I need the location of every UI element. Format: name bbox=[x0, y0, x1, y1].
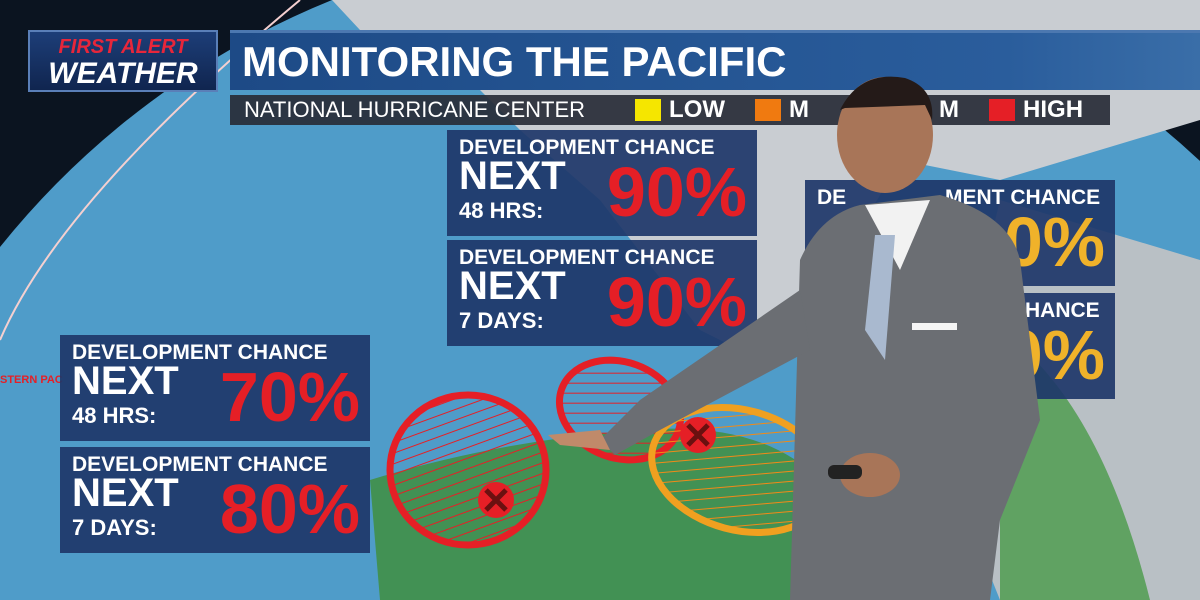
chance-box-east-48h: DEVELOPMENT CHANCE NEXT 48 HRS: 90% bbox=[447, 130, 757, 236]
source-label: NATIONAL HURRICANE CENTER bbox=[244, 97, 586, 122]
chance-box-east-7d: DEVELOPMENT CHANCE NEXT 7 DAYS: 90% bbox=[447, 240, 757, 346]
legend-medium-end: M bbox=[939, 96, 960, 123]
storm-center-x-icon bbox=[478, 482, 514, 518]
chance-box-west-48h: DEVELOPMENT CHANCE NEXT 48 HRS: 70% bbox=[60, 335, 370, 441]
logo-line1: FIRST ALERT bbox=[58, 36, 188, 58]
region-label: STERN PAC bbox=[0, 374, 63, 386]
legend-medium: M bbox=[755, 95, 809, 125]
storm-center-x-icon bbox=[680, 417, 716, 453]
chance-box-west-7d: DEVELOPMENT CHANCE NEXT 7 DAYS: 80% bbox=[60, 447, 370, 553]
legend-low: LOW bbox=[635, 95, 725, 125]
headline-bar: MONITORING THE PACIFIC bbox=[230, 30, 1200, 90]
station-logo: FIRST ALERT WEATHER bbox=[28, 30, 218, 92]
legend-high: HIGH bbox=[989, 95, 1083, 125]
logo-line2: WEATHER bbox=[48, 57, 198, 90]
legend-bar: NATIONAL HURRICANE CENTER LOW M M HIGH bbox=[230, 95, 1110, 125]
